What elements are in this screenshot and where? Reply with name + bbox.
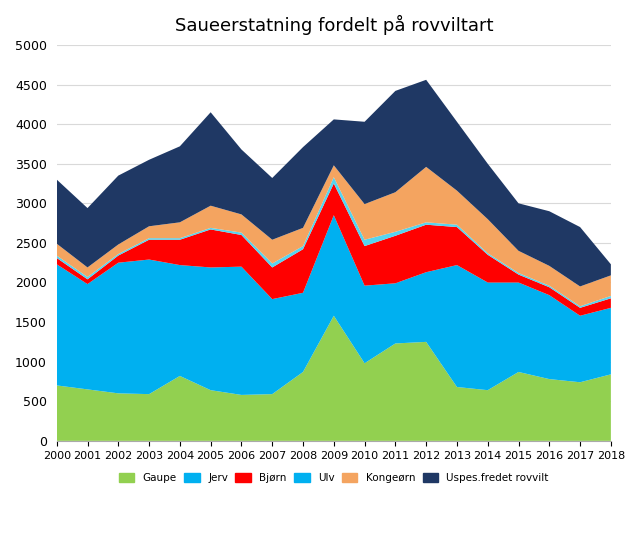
Legend: Gaupe, Jerv, Bjørn, Ulv, Kongeørn, Uspes.fredet rovvilt: Gaupe, Jerv, Bjørn, Ulv, Kongeørn, Uspes… [115,469,553,487]
Title: Saueerstatning fordelt på rovviltart: Saueerstatning fordelt på rovviltart [175,15,493,35]
